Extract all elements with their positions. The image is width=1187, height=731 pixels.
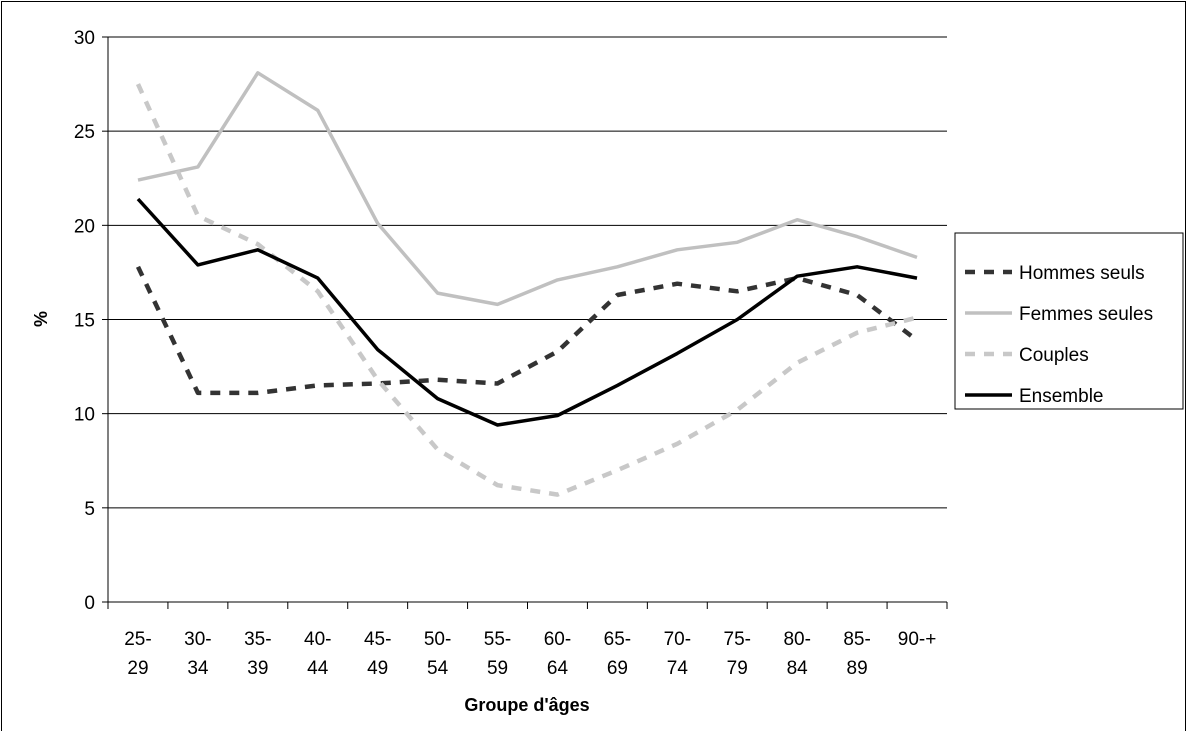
x-tick-label: 40- xyxy=(304,629,331,650)
x-tick-label: 75- xyxy=(724,629,751,650)
x-tick-label: 35- xyxy=(244,629,271,650)
x-tick-label: 60- xyxy=(544,629,571,650)
x-tick-label: 34 xyxy=(187,658,209,679)
axes xyxy=(107,37,948,609)
legend: Hommes seuls Femmes seules Couples Ensemble xyxy=(954,232,1184,410)
x-tick-label: 50- xyxy=(424,629,451,650)
x-tick-label: 79 xyxy=(727,658,748,679)
x-tick-label: 55- xyxy=(484,629,511,650)
legend-label: Couples xyxy=(1019,345,1089,366)
x-tick-label: 90-+ xyxy=(898,629,937,650)
x-tick-label: 39 xyxy=(247,658,268,679)
x-tick-label: 25- xyxy=(124,629,151,650)
x-tick-label: 65- xyxy=(604,629,631,650)
x-tick-label: 74 xyxy=(667,658,689,679)
x-tick-label: 64 xyxy=(547,658,569,679)
x-tick-labels: 25- 29 30- 34 35- 39 40- 44 45- 49 50- 54 55- 59 60- 64… xyxy=(124,629,936,679)
grid-lines xyxy=(102,36,947,603)
series-line-femmes-seules xyxy=(137,71,918,307)
y-tick-label: 15 xyxy=(74,311,95,332)
x-tick-label: 80- xyxy=(783,629,810,650)
x-tick-label: 69 xyxy=(607,658,628,679)
x-tick-label: 54 xyxy=(427,658,449,679)
x-tick-label: 45- xyxy=(364,629,391,650)
x-tick-label: 30- xyxy=(184,629,211,650)
series-line-hommes-seuls xyxy=(135,265,919,396)
y-tick-label: 5 xyxy=(84,499,95,520)
legend-label: Femmes seules xyxy=(1019,304,1153,325)
x-tick-label: 84 xyxy=(787,658,809,679)
series-line-ensemble xyxy=(136,197,918,427)
y-axis-title: % xyxy=(31,311,51,327)
y-tick-label: 10 xyxy=(74,405,95,426)
legend-box xyxy=(954,232,1184,410)
x-tick-label: 49 xyxy=(367,658,388,679)
x-tick-label: 29 xyxy=(127,658,148,679)
y-tick-label: 30 xyxy=(74,28,95,49)
legend-label: Ensemble xyxy=(1019,386,1104,407)
x-tick-label: 89 xyxy=(847,658,868,679)
x-tick-label: 44 xyxy=(307,658,329,679)
series-line-couples xyxy=(135,83,918,497)
y-tick-labels: 0 5 10 15 20 25 30 xyxy=(74,28,95,614)
x-tick-label: 70- xyxy=(664,629,691,650)
y-tick-label: 0 xyxy=(84,593,95,614)
x-axis-title: Groupe d'âges xyxy=(464,695,589,715)
legend-label: Hommes seuls xyxy=(1019,263,1145,284)
series-lines xyxy=(135,71,919,497)
y-tick-label: 20 xyxy=(74,216,95,237)
x-tick-label: 59 xyxy=(487,658,508,679)
y-tick-label: 25 xyxy=(74,122,95,143)
x-tick-label: 85- xyxy=(843,629,870,650)
